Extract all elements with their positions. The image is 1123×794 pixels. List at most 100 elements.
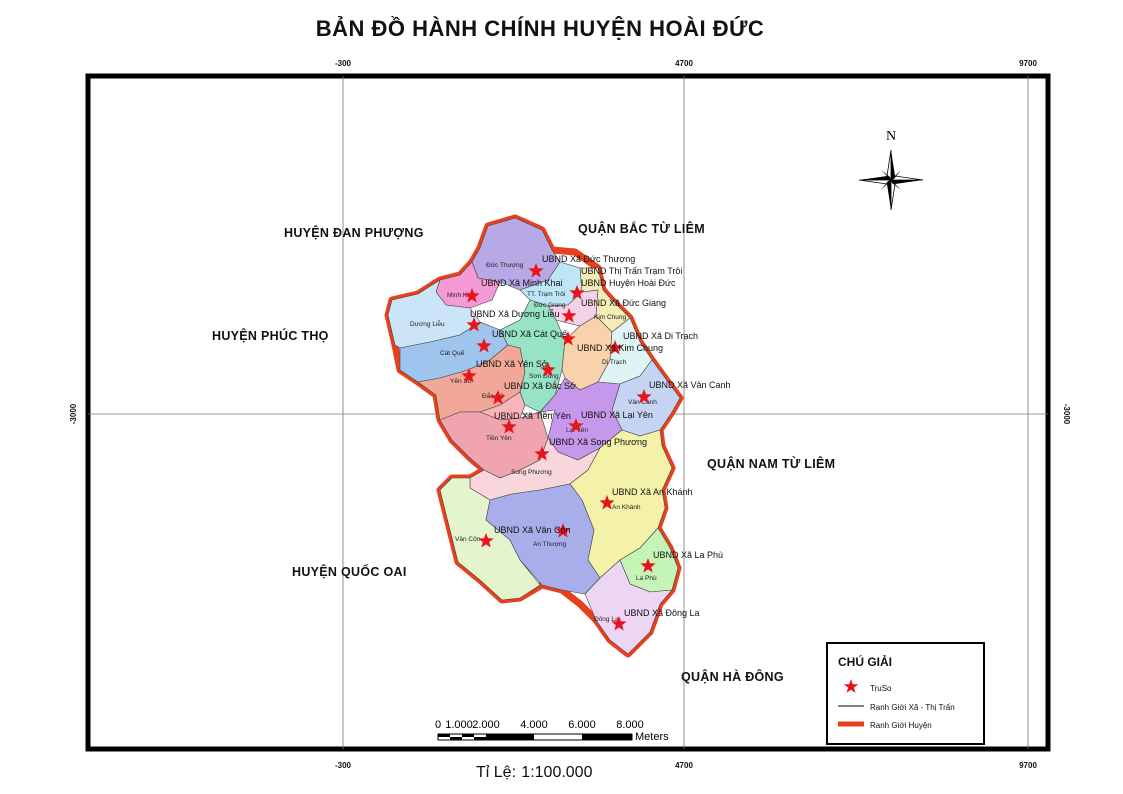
scale-label-2: 2.000 [472,719,500,731]
scale-value: 1:100.000 [521,764,593,781]
scale-label-4: 4.000 [520,719,548,731]
scale-label-0: 0 [435,719,441,731]
label-tram-troi: TT. Trạm Trôi [527,291,565,298]
ubnd-star-an-khanh [599,495,615,510]
tick-top-1: -300 [335,59,352,68]
ubnd-label-an-khanh: UBND Xã An Khánh [612,487,693,497]
label-van-canh: Vân Canh [628,399,657,406]
ubnd-label-duong-lieu: UBND Xã Dương Liễu [470,309,559,319]
scale-label-6: 6.000 [568,719,596,731]
label-duc-thuong: Đức Thượng [486,262,524,269]
neighbor-bac-tu-liem: QUẬN BẮC TỪ LIÊM [578,221,705,236]
ubnd-star-yen-so [461,368,477,383]
scale-unit: Meters [635,731,669,743]
ubnd-star-an-thuong [555,523,571,538]
label-duc-giang: Đức Giang [534,302,566,309]
scale-label-1: 1.000 [445,719,473,731]
scale-seg-2 [450,737,462,740]
legend-star-icon [843,679,859,693]
label-minh-khai: Minh Khai [447,292,476,299]
ubnd-label-dong-la: UBND Xã Đông La [624,608,700,618]
ubnd-label-dac-so: UBND Xã Đắc Sở [504,381,576,391]
legend-item-ranh-xa: Ranh Giới Xã - Thị Trấn [870,703,955,712]
label-kim-chung: Kim Chung [594,314,627,321]
ubnd-star-duc-giang [561,308,577,323]
scale-text: Tỉ Lệ: 1:100.000 [476,761,592,783]
ubnd-labels: UBND Xã Đức Thượng UBND Thị Trấn Trạm Tr… [470,254,731,618]
ubnd-label-minh-khai: UBND Xã Minh Khai [481,278,563,288]
ubnd-label-tram-troi: UBND Thị Trấn Trạm Trôi [581,266,682,276]
scale-prefix: Tỉ Lệ: [476,764,517,781]
scale-seg-1 [438,734,450,737]
legend-box [826,642,985,745]
label-duong-lieu: Dương Liễu [410,319,445,328]
label-an-khanh: An Khánh [612,504,641,511]
ubnd-star-cat-que [476,338,492,353]
map-title: BẢN ĐỒ HÀNH CHÍNH HUYỆN HOÀI ĐỨC [315,16,765,41]
label-dong-la: Đông La [594,616,619,623]
ubnd-star-song-phuong [534,446,550,461]
scale-seg-6 [582,734,632,740]
neighbor-nam-tu-liem: QUẬN NAM TỪ LIÊM [707,456,835,471]
ubnd-star-dac-so [490,390,506,405]
ubnd-label-cat-que: UBND Xã Cát Quế [492,329,567,339]
tick-top-3: 9700 [1019,59,1037,68]
ubnd-label-van-con: UBND Xã Vân Côn [494,525,571,535]
ubnd-star-kim-chung [607,340,623,355]
label-di-trach: Di Trạch [602,359,627,366]
ubnd-star-tram-troi [569,285,585,300]
tick-bottom-2: 4700 [675,761,693,770]
ubnd-star-van-canh [636,389,652,404]
neighbor-dan-phuong: HUYỆN ĐAN PHƯỢNG [284,225,424,240]
ubnd-star-la-phu [640,558,656,573]
scale-label-8: 8.000 [616,719,644,731]
legend-item-truso: TruSo [870,684,892,693]
ubnd-star-tien-yen [501,419,517,434]
tick-bottom-1: -300 [335,761,352,770]
scale-seg-4 [474,737,486,740]
neighbor-phuc-tho: HUYỆN PHÚC THỌ [212,328,329,343]
label-song-phuong: Song Phương [511,469,552,476]
ubnd-label-lai-yen: UBND Xã Lại Yên [581,410,653,420]
commune-labels: Đức Thượng Minh Khai TT. Trạm Trôi Đức G… [410,262,657,623]
tick-bottom-3: 9700 [1019,761,1037,770]
north-label: N [886,129,896,144]
label-cat-que: Cát Quế [440,348,465,357]
tick-labels: -300 4700 9700 -300 4700 9700 -3000 -300… [69,59,1071,770]
legend-item-ranh-huyen: Ranh Giới Huyện [870,721,932,730]
commune-dong-la [584,559,673,655]
neighbor-ha-dong: QUẬN HÀ ĐÔNG [681,669,784,684]
label-tien-yen: Tiền Yên [486,433,512,442]
label-an-thuong: An Thượng [533,541,566,548]
ubnd-label-la-phu: UBND Xã La Phù [653,550,723,560]
ubnd-star-huyen [560,331,576,346]
map-frame [85,73,1051,752]
north-arrow-icon: N [858,129,924,211]
ubnd-star-lai-yen [568,418,584,433]
ubnd-label-di-trach: UBND Xã Di Trạch [623,331,698,341]
legend-title: CHÚ GIẢI [838,654,892,669]
ubnd-star-dong-la [611,616,627,631]
neighbor-labels: HUYỆN ĐAN PHƯỢNG HUYỆN PHÚC THỌ HUYỆN QU… [212,221,835,684]
scale-seg-5 [486,734,534,740]
ubnd-label-huyen: UBND Huyện Hoài Đức [581,278,676,288]
ubnd-star-son-dong [540,362,556,377]
label-la-phu: La Phù [636,575,657,582]
ubnd-star-duong-lieu [466,317,482,332]
neighbor-quoc-oai: HUYỆN QUỐC OAI [292,564,407,579]
ubnd-star-duc-thuong [528,263,544,278]
label-van-con: Vân Côn [455,536,481,543]
ubnd-label-tien-yen: UBND Xã Tiền Yên [494,411,571,421]
legend: CHÚ GIẢI TruSo Ranh Giới Xã - Thị Trấn R… [826,642,985,745]
ubnd-label-song-phuong: UBND Xã Song Phương [549,437,647,447]
ubnd-label-kim-chung: UBND Xã Kim Chung [577,343,663,353]
ubnd-markers [461,263,656,631]
ubnd-label-duc-giang: UBND Xã Đức Giang [581,298,666,308]
ubnd-label-yen-so: UBND Xã Yên Sở [476,359,548,369]
ubnd-label-duc-thuong: UBND Xã Đức Thượng [542,254,635,264]
label-lai-yen: Lại Yên [566,427,588,434]
label-yen-so: Yên Sở [450,377,473,385]
tick-top-2: 4700 [675,59,693,68]
ubnd-label-van-canh: UBND Xã Vân Canh [649,380,731,390]
